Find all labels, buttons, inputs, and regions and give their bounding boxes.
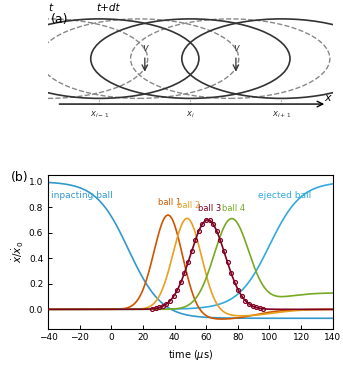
Text: ball 4: ball 4 [222,204,245,213]
Text: v: v [142,43,148,53]
Text: ball 3: ball 3 [198,204,221,213]
Text: (a): (a) [51,13,68,26]
Text: inpacting ball: inpacting ball [51,191,113,200]
Text: ejected ball: ejected ball [258,191,312,200]
Text: ball 1: ball 1 [158,197,181,207]
Y-axis label: $\dot{x}/\dot{x}_0$: $\dot{x}/\dot{x}_0$ [11,241,26,263]
Text: ball 2: ball 2 [177,201,200,210]
Text: t: t [49,3,53,13]
X-axis label: time ($\mu$s): time ($\mu$s) [168,348,213,362]
Text: $x_{i-1}$: $x_{i-1}$ [90,110,109,120]
Text: $x_{i+1}$: $x_{i+1}$ [272,110,291,120]
Text: t+dt: t+dt [96,3,120,13]
Text: (b): (b) [11,170,28,184]
Text: v: v [233,43,239,53]
Text: x: x [325,93,331,103]
Text: $x_{i}$: $x_{i}$ [186,110,195,120]
